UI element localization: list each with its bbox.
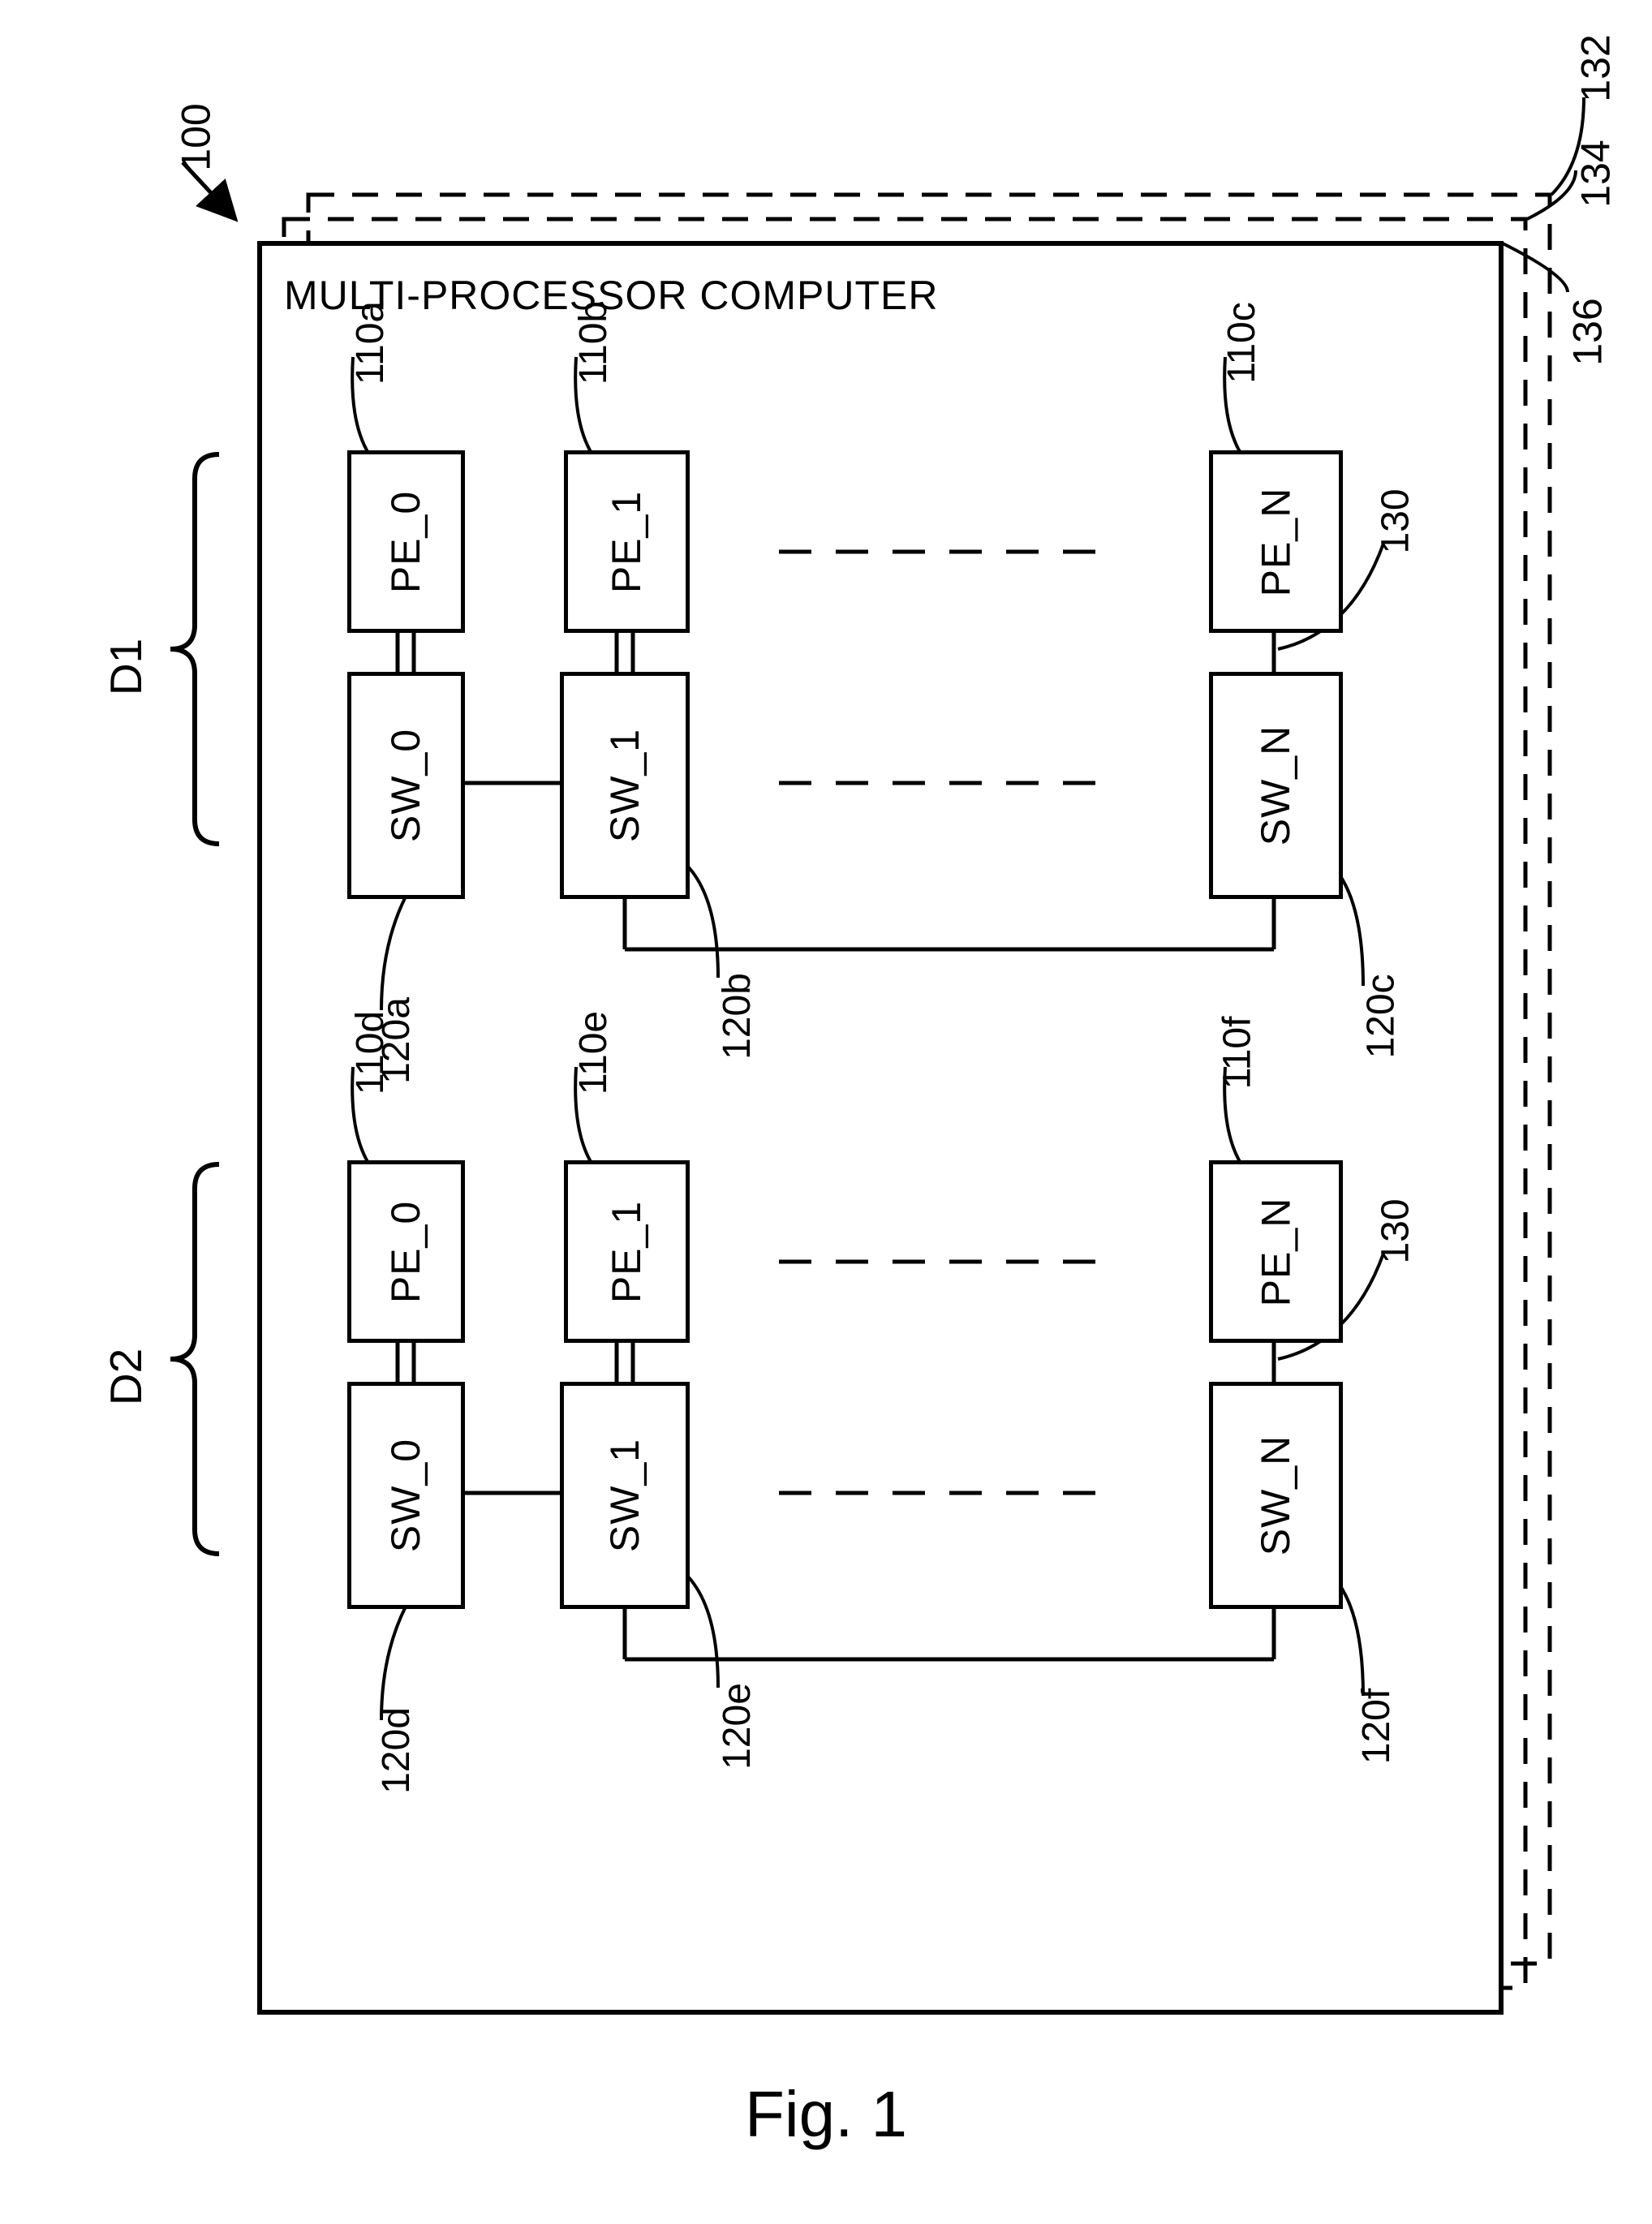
node-pe1-d2: PE_1	[564, 1160, 690, 1343]
node-swN-d2-label: SW_N	[1253, 1435, 1300, 1555]
node-pe0-d2: PE_0	[347, 1160, 465, 1343]
ref-120f: 120f	[1354, 1688, 1399, 1764]
node-pe0-d2-label: PE_0	[382, 1200, 429, 1302]
ref-120c: 120c	[1359, 974, 1404, 1058]
node-peN-d2-label: PE_N	[1253, 1197, 1300, 1306]
ref-130-d2: 130	[1374, 1198, 1418, 1263]
diagram-lines	[0, 0, 1652, 2224]
ref-110a: 110a	[348, 301, 393, 385]
node-sw0-d1: SW_0	[347, 672, 465, 899]
node-pe1-d2-label: PE_1	[603, 1200, 650, 1302]
node-peN-d2: PE_N	[1209, 1160, 1343, 1343]
ref-120d: 120d	[374, 1707, 419, 1794]
node-sw1-d1: SW_1	[560, 672, 690, 899]
node-sw1-d2-label: SW_1	[601, 1439, 648, 1552]
page: 100	[0, 0, 1652, 2224]
node-swN-d1-label: SW_N	[1253, 725, 1300, 845]
node-swN-d2: SW_N	[1209, 1382, 1343, 1609]
ref-136-label: 136	[1564, 298, 1611, 365]
figure-caption: Fig. 1	[0, 2077, 1652, 2152]
node-swN-d1: SW_N	[1209, 672, 1343, 899]
node-pe0-d1-label: PE_0	[382, 490, 429, 592]
ref-120e: 120e	[715, 1683, 759, 1770]
node-sw0-d1-label: SW_0	[383, 729, 430, 842]
node-sw1-d1-label: SW_1	[601, 729, 648, 842]
ref-110d: 110d	[348, 1011, 393, 1095]
ref-132-label: 132	[1572, 34, 1620, 101]
group-d1-label: D1	[100, 639, 152, 695]
node-pe0-d1: PE_0	[347, 450, 465, 633]
node-peN-d1-label: PE_N	[1253, 487, 1300, 596]
ref-110e: 110e	[571, 1011, 616, 1095]
node-sw1-d2: SW_1	[560, 1382, 690, 1609]
ref-110b: 110b	[571, 301, 616, 385]
node-pe1-d1-label: PE_1	[603, 490, 650, 592]
ref-130-d1: 130	[1374, 488, 1418, 553]
ref-110f: 110f	[1215, 1017, 1259, 1090]
group-d2-label: D2	[100, 1349, 152, 1405]
node-sw0-d2: SW_0	[347, 1382, 465, 1609]
ref-134-label: 134	[1572, 140, 1620, 207]
node-peN-d1: PE_N	[1209, 450, 1343, 633]
node-sw0-d2-label: SW_0	[383, 1439, 430, 1552]
node-pe1-d1: PE_1	[564, 450, 690, 633]
ref-120b: 120b	[715, 973, 759, 1060]
ref-110c: 110c	[1220, 302, 1264, 384]
